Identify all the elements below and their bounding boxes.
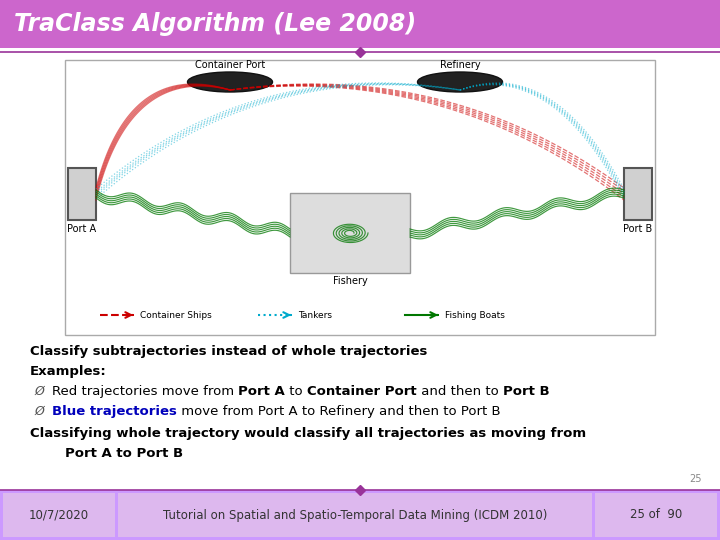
Text: Port B: Port B [624, 224, 652, 234]
Bar [65, 60, 655, 335]
Text: Fishery: Fishery [333, 276, 367, 286]
Bar [118, 493, 592, 537]
Text: Container Ships: Container Ships [140, 310, 212, 320]
Text: to: to [285, 385, 307, 398]
Text: 10/7/2020: 10/7/2020 [29, 509, 89, 522]
Text: Container Port: Container Port [195, 60, 265, 70]
Text: Refinery: Refinery [440, 60, 480, 70]
Bar [624, 168, 652, 220]
Text: Examples:: Examples: [30, 365, 107, 378]
Text: Container Port: Container Port [307, 385, 417, 398]
Text: Blue trajectories: Blue trajectories [52, 405, 177, 418]
Text: TraClass Algorithm (Lee 2008): TraClass Algorithm (Lee 2008) [14, 12, 416, 36]
Ellipse shape [187, 72, 272, 92]
Text: move from Port A to Refinery and then to Port B: move from Port A to Refinery and then to… [177, 405, 500, 418]
Ellipse shape [418, 72, 503, 92]
Bar [0, 490, 720, 540]
Text: Tankers: Tankers [298, 310, 332, 320]
Text: Classify subtrajectories instead of whole trajectories: Classify subtrajectories instead of whol… [30, 345, 428, 358]
Text: Port A: Port A [238, 385, 285, 398]
Bar [3, 493, 115, 537]
Text: Port B: Port B [503, 385, 549, 398]
Bar [68, 168, 96, 220]
Text: 25: 25 [690, 474, 702, 484]
Text: Port A: Port A [68, 224, 96, 234]
Text: Tutorial on Spatial and Spatio-Temporal Data Mining (ICDM 2010): Tutorial on Spatial and Spatio-Temporal … [163, 509, 547, 522]
Text: 25 of  90: 25 of 90 [630, 509, 682, 522]
Text: and then to: and then to [417, 385, 503, 398]
Bar [595, 493, 717, 537]
Text: Ø: Ø [34, 385, 44, 398]
Bar [290, 193, 410, 273]
Bar [0, 0, 720, 48]
Text: Ø: Ø [34, 405, 44, 418]
Text: Port A to Port B: Port A to Port B [65, 447, 183, 460]
Text: Classifying whole trajectory would classify all trajectories as moving from: Classifying whole trajectory would class… [30, 427, 586, 440]
Text: Red trajectories move from: Red trajectories move from [52, 385, 238, 398]
Text: Fishing Boats: Fishing Boats [445, 310, 505, 320]
